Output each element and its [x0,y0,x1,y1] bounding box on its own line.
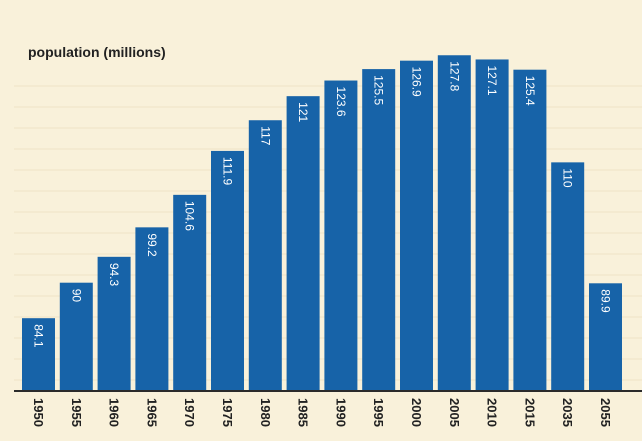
bar [437,55,471,391]
bar-value-label: 90 [69,289,83,303]
bar [589,283,622,391]
x-tick-label: 1970 [182,398,197,427]
x-tick-label: 2005 [447,398,462,427]
bar-value-label: 111.9 [221,157,235,186]
x-tick-label: 2015 [522,398,537,427]
x-tick-label: 1965 [144,398,159,427]
bar [400,60,433,391]
bar [286,96,320,391]
bars: 84.1 90 94.3 99.2 104.6 111.9 117 121 123.6 125.5… [22,55,622,392]
x-tick-label: 2000 [409,398,424,427]
bar-value-label: 127.8 [447,61,461,91]
bar [513,69,547,391]
bar [22,318,55,391]
bar [475,59,509,392]
bar-value-label: 110 [561,168,575,187]
bar [248,120,282,391]
bar-value-label: 121 [296,102,310,122]
bar-value-label: 104.6 [183,201,197,231]
bar-value-label: 127.1 [485,65,499,95]
bar-value-label: 117 [258,126,272,145]
x-tick-label: 2010 [485,398,500,427]
bar [551,162,585,391]
bar [324,80,358,391]
x-tick-label: 1950 [31,398,46,427]
bar-value-label: 123.6 [334,87,348,117]
x-tick-labels: 1950 1955 1960 1965 1970 1975 1980 1985 1990 1995… [31,398,613,427]
x-tick-label: 2055 [598,398,613,427]
bar [362,69,396,391]
bar-value-label: 125.5 [372,75,386,105]
x-tick-label: 1990 [333,398,348,427]
bar-value-label: 94.3 [107,263,121,287]
bar [59,282,93,391]
bar-value-label: 126.9 [410,67,424,97]
x-tick-label: 1955 [69,398,84,427]
bar-value-label: 99.2 [145,233,159,257]
x-tick-label: 1995 [371,398,386,427]
x-tick-label: 1960 [107,398,122,427]
bar [135,227,169,391]
chart-title: population (millions) [28,44,166,60]
x-tick-label: 2035 [560,398,575,427]
x-tick-label: 1980 [258,398,273,427]
x-tick-label: 1985 [296,398,311,427]
bar-value-label: 84.1 [32,324,46,348]
x-tick-label: 1975 [220,398,235,427]
bar-value-label: 125.4 [523,76,537,106]
bar [211,150,244,391]
bar-value-label: 89.9 [599,289,613,313]
bar [173,194,207,391]
bar [97,256,131,391]
